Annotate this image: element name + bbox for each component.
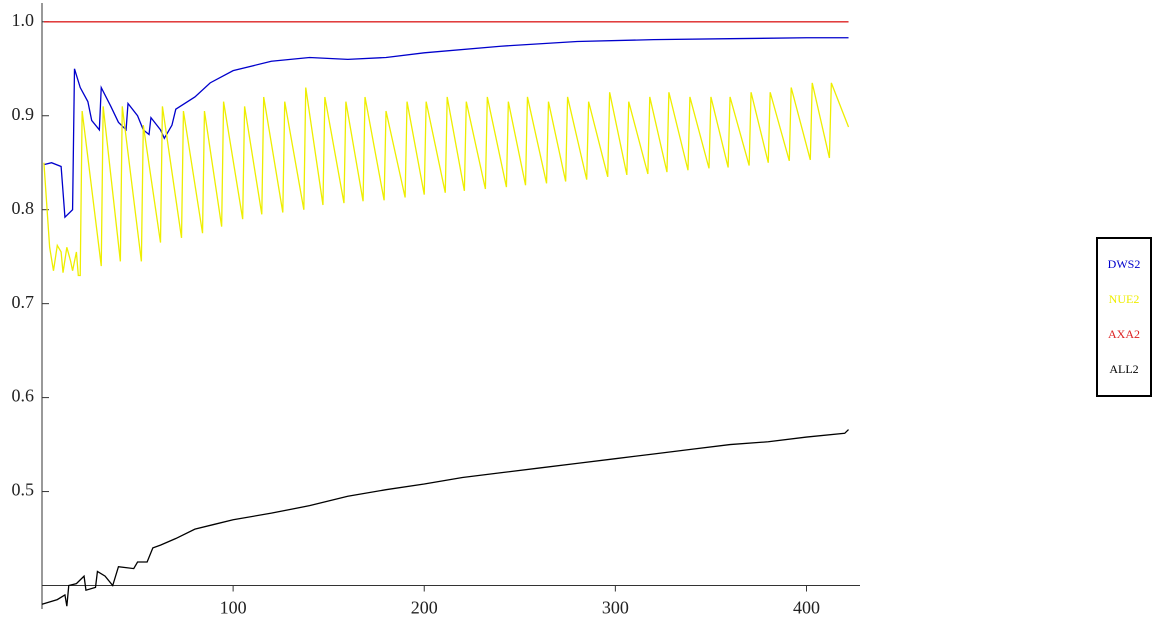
y-tick-label: 0.7 — [12, 292, 35, 312]
y-tick-label: 0.9 — [12, 104, 35, 124]
series-line — [43, 82, 850, 277]
y-tick-label: 1.0 — [12, 10, 35, 30]
legend: DWS2 NUE2 AXA2 ALL2 — [1096, 237, 1152, 397]
y-tick-label: 0.5 — [12, 480, 35, 500]
y-tick-label: 0.8 — [12, 198, 35, 218]
series-line — [43, 37, 849, 219]
legend-entry: NUE2 — [1109, 292, 1140, 306]
x-tick-label: 300 — [602, 598, 629, 618]
legend-box — [1096, 237, 1152, 397]
legend-entry: DWS2 — [1108, 257, 1141, 271]
y-tick-label: 0.6 — [12, 386, 35, 406]
plot-area: 100 200 300 400 0.5 0.6 0.7 0.8 0.9 1.0 — [12, 3, 860, 618]
x-tick-label: 100 — [220, 598, 247, 618]
x-tick-label: 200 — [411, 598, 438, 618]
legend-entry: AXA2 — [1108, 327, 1140, 341]
legend-entry: ALL2 — [1109, 362, 1138, 376]
series-line — [41, 429, 849, 607]
x-tick-label: 400 — [793, 598, 820, 618]
